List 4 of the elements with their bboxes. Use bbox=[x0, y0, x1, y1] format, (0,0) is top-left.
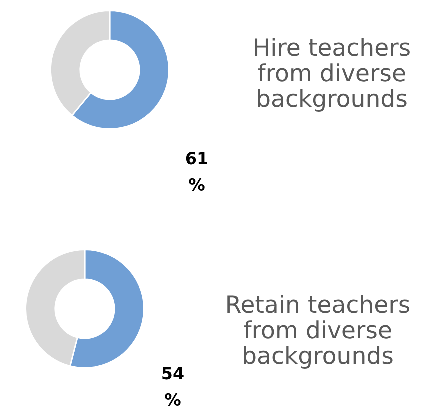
data-label: 54 % bbox=[162, 367, 184, 406]
text: Hire teachers from diverse backgrounds bbox=[255, 38, 410, 112]
text: Retain teachers from diverse backgrounds bbox=[228, 295, 410, 369]
data-label: 61 % bbox=[186, 152, 208, 191]
